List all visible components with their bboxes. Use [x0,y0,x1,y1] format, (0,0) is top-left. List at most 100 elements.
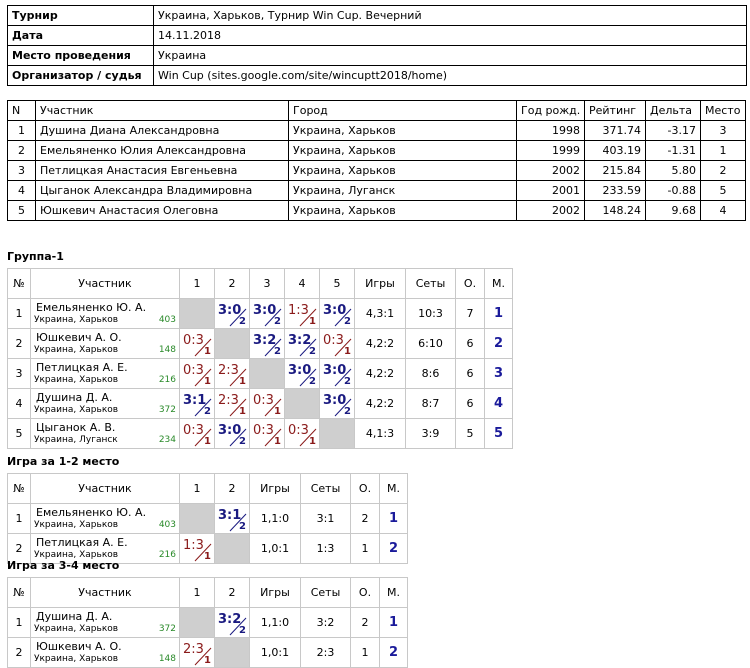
participant-cell: -1.31 [645,140,701,161]
info-row: Дата 14.11.2018 [7,25,747,46]
participant-cell: 1 [7,120,36,141]
points: 1 [204,376,211,387]
player-city: Украина, Харьков [34,314,119,325]
score-cell: 0:3 1 [284,418,320,449]
points: 1 [239,376,246,387]
player-rating: 216 [158,374,176,385]
header-cell: Игры [249,577,301,608]
place: 1 [379,607,408,638]
player-name: Юшкевич А. О. [36,639,122,653]
score-slash [229,428,247,447]
participant-cell: 2002 [516,160,585,181]
score-cell: 3:0 2 [319,388,355,419]
score-cell: 3:2 2 [249,328,285,359]
score-cell: 0:3 1 [179,358,215,389]
score-slash [264,308,282,327]
participant-cell: Украина, Харьков [288,120,517,141]
header-cell: 2 [214,268,250,299]
info-cell: Украина, Харьков, Турнир Win Cup. Вечерн… [153,5,747,26]
score-cell: 1:3 1 [179,533,215,564]
games: 4,2:2 [354,328,406,359]
row-number: 5 [7,418,31,449]
place: 2 [379,533,408,564]
player-sub: Украина, Харьков 372 [34,404,176,416]
player-sub: Украина, Харьков 216 [34,374,176,386]
header-cell: Сеты [405,268,456,299]
points: 2 [239,316,246,327]
score-slash [229,368,247,387]
info-cell: 14.11.2018 [153,25,747,46]
participant-cell: 1 [700,140,746,161]
points: 2 [239,625,246,636]
info-cell: Win Cup (sites.google.com/site/wincuptt2… [153,65,747,86]
header-cell: Город [288,100,517,121]
group-row: 1 Емельяненко Ю. А. Украина, Харьков 403 3:1… [7,503,408,534]
score-slash [299,428,317,447]
points: 2 [274,346,281,357]
points: 2 [344,376,351,387]
participant-cell: Петлицкая Анастасия Евгеньевна [35,160,289,181]
player-rating: 148 [158,344,176,355]
score: 0:3 [253,393,274,408]
player-sub: Украина, Харьков 372 [34,623,176,635]
points: 2 [239,436,246,447]
score-cell: 3:2 2 [214,607,250,638]
participant-cell: Цыганок Александра Владимировна [35,180,289,201]
header-cell: Участник [30,473,180,504]
sets: 8:6 [405,358,456,389]
points-total: 1 [350,637,380,668]
points: 1 [309,316,316,327]
header-cell: 4 [284,268,320,299]
games: 4,1:3 [354,418,406,449]
player-city: Украина, Харьков [34,623,119,634]
score: 3:2 [253,333,277,348]
sets: 6:10 [405,328,456,359]
points-total: 6 [455,388,485,419]
score-slash [264,398,282,417]
place: 4 [484,388,513,419]
points: 2 [239,521,246,532]
group-row: 3 Петлицкая А. Е. Украина, Харьков 216 0:3 1 2… [7,358,513,389]
participant-cell: 2 [700,160,746,181]
score-cell: 0:3 1 [179,328,215,359]
score-cell: 3:2 2 [284,328,320,359]
group-title: Игра за 3-4 место [7,559,120,572]
info-cell: Украина [153,45,747,66]
header-cell: Дельта [645,100,701,121]
self-cell [214,533,250,564]
place: 1 [379,503,408,534]
points-total: 2 [350,503,380,534]
score-cell: 3:0 2 [319,298,355,329]
player-name: Емельяненко Ю. А. [36,505,147,519]
games: 4,2:2 [354,388,406,419]
player-name: Юшкевич А. О. [36,330,122,344]
header-cell: М. [484,268,513,299]
player-cell: Душина Д. А. Украина, Харьков 372 [30,607,180,638]
points-total: 2 [350,607,380,638]
header-cell: 1 [179,577,215,608]
score-slash [194,398,212,417]
player-sub: Украина, Харьков 148 [34,653,176,665]
score: 2:3 [218,363,239,378]
sets: 10:3 [405,298,456,329]
group-table: № Участник 1 2 Игры Сеты О. М. 1 Душина Д. А. Укра… [7,577,408,668]
header-cell: Место [700,100,746,121]
header-cell: 5 [319,268,355,299]
header-cell: Участник [35,100,289,121]
header-cell: 2 [214,577,250,608]
info-cell: Организатор / судья [7,65,154,86]
player-name: Петлицкая А. Е. [36,535,128,549]
player-cell: Юшкевич А. О. Украина, Харьков 148 [30,328,180,359]
games: 1,0:1 [249,637,301,668]
info-row: Организатор / судья Win Cup (sites.google… [7,65,747,86]
score-cell: 2:3 1 [179,637,215,668]
place: 3 [484,358,513,389]
row-number: 3 [7,358,31,389]
games: 4,2:2 [354,358,406,389]
participant-row: 3 Петлицкая Анастасия Евгеньевна Украина, … [7,160,746,181]
row-number: 2 [7,328,31,359]
group-title: Группа-1 [7,250,64,263]
group-row: 2 Юшкевич А. О. Украина, Харьков 148 2:3 1 1,0… [7,637,408,668]
self-cell [249,358,285,389]
participant-cell: 3 [7,160,36,181]
